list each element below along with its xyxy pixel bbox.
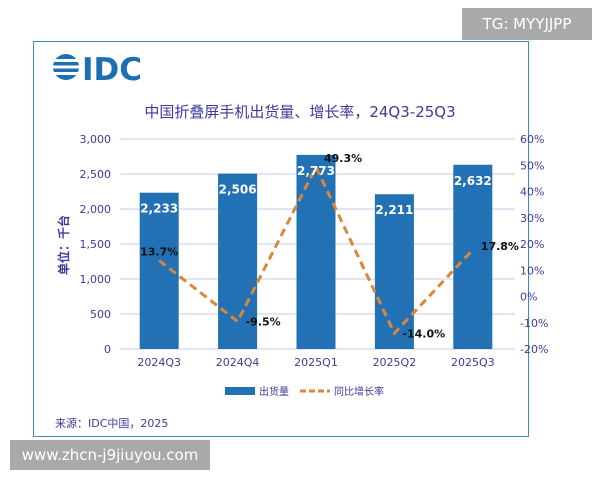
x-tick-label: 2025Q2	[373, 356, 417, 369]
bar-value-label: 2,211	[375, 203, 413, 217]
x-tick-label: 2025Q1	[294, 356, 338, 369]
logo-text: IDC	[82, 52, 142, 84]
bar	[453, 164, 493, 349]
source-note: 来源：IDC中国，2025	[55, 417, 169, 430]
growth-value-label: 17.8%	[481, 240, 519, 253]
bar-value-label: 2,632	[454, 174, 492, 188]
x-tick-label: 2024Q3	[137, 356, 181, 369]
bar	[374, 194, 414, 349]
legend-line-label: 同比增长率	[334, 385, 384, 398]
legend-bar-label: 出货量	[259, 385, 289, 398]
bar-value-label: 2,506	[219, 183, 257, 197]
y2-tick-label: 40%	[520, 186, 544, 199]
watermark-bottom: www.zhcn-j9jiuyou.com	[10, 440, 210, 470]
growth-value-label: 49.3%	[324, 152, 362, 165]
idc-logo: IDC	[52, 50, 142, 88]
y-tick-label: 1,500	[80, 238, 112, 251]
y2-tick-label: -10%	[520, 317, 548, 330]
y2-tick-label: 0%	[520, 291, 537, 304]
chart-frame	[33, 41, 529, 437]
legend: 出货量 同比增长率	[225, 385, 384, 398]
y2-tick-label: 50%	[520, 159, 544, 172]
y2-tick-label: -20%	[520, 343, 548, 356]
growth-line	[158, 163, 474, 336]
bar	[296, 154, 336, 349]
y2-tick-label: 60%	[520, 133, 544, 146]
growth-value-label: 13.7%	[140, 246, 178, 259]
y-tick-label: 3,000	[80, 133, 112, 146]
y-axis-label: 单位：千台	[56, 215, 71, 275]
growth-value-label: -9.5%	[246, 315, 281, 328]
y2-tick-label: 20%	[520, 238, 544, 251]
y2-tick-label: 30%	[520, 212, 544, 225]
chart-title: 中国折叠屏手机出货量、增长率，24Q3-25Q3	[144, 103, 456, 121]
y2-tick-label: 10%	[520, 264, 544, 277]
y-tick-label: 2,500	[80, 168, 112, 181]
watermark-top: TG: MYYJJPP	[462, 8, 592, 40]
x-tick-label: 2024Q4	[216, 356, 260, 369]
y-tick-label: 1,000	[80, 273, 112, 286]
bar-value-label: 2,233	[140, 202, 178, 216]
bar-value-label: 2,773	[297, 164, 335, 178]
legend-bar-swatch	[225, 387, 255, 395]
growth-value-label: -14.0%	[402, 327, 445, 340]
y-tick-label: 0	[104, 343, 111, 356]
x-tick-label: 2025Q3	[451, 356, 495, 369]
y-tick-label: 2,000	[80, 203, 112, 216]
y-tick-label: 500	[90, 308, 111, 321]
